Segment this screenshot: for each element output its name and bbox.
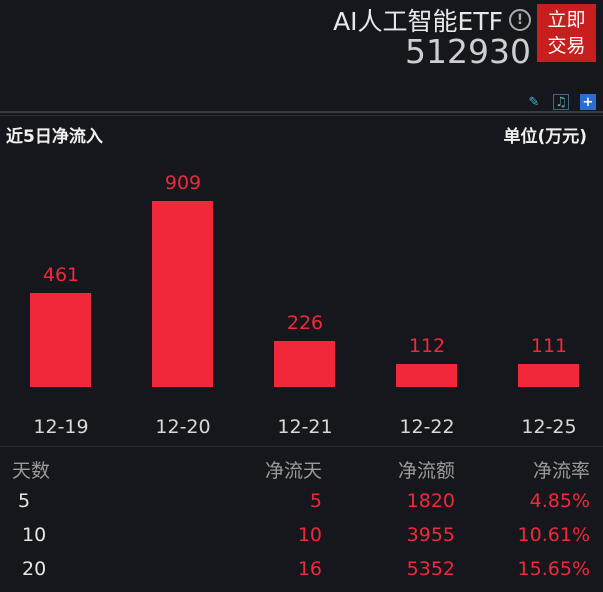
bar <box>152 201 213 387</box>
cell-net-amount: 3955 <box>406 524 455 546</box>
etf-name: AI人工智能ETF! <box>333 2 531 38</box>
table-row: 20 16 5352 15.65% <box>0 558 603 592</box>
bar <box>30 292 91 387</box>
trade-label-2: 交易 <box>547 35 586 57</box>
trade-label-1: 立即 <box>547 9 586 31</box>
header-net-days: 净流天 <box>264 460 322 482</box>
divider <box>0 111 603 113</box>
table-header: 天数 净流天 净流额 净流率 <box>0 456 603 490</box>
x-tick-label: 12-20 <box>155 416 211 438</box>
bar <box>396 364 457 387</box>
divider <box>0 115 603 116</box>
cell-net-days: 5 <box>309 490 322 512</box>
bar <box>274 340 335 387</box>
cell-net-rate: 15.65% <box>517 558 590 580</box>
cell-net-amount: 1820 <box>406 490 455 512</box>
cell-net-days: 10 <box>297 524 322 546</box>
pencil-icon[interactable]: ✎ <box>528 94 540 110</box>
bar-value-label: 226 <box>286 311 324 334</box>
cell-days: 10 <box>22 524 47 546</box>
bar-value-label: 111 <box>530 335 568 358</box>
section-title: 近5日净流入 <box>6 127 103 147</box>
plus-icon[interactable]: + <box>580 94 596 110</box>
etf-name-text: AI人工智能ETF <box>333 7 503 36</box>
header-net-amount: 净流额 <box>397 460 455 482</box>
table-row: 5 5 1820 4.85% <box>0 490 603 524</box>
info-icon[interactable]: ! <box>509 9 531 31</box>
header-net-rate: 净流率 <box>532 460 590 482</box>
x-tick-label: 12-19 <box>33 416 89 438</box>
x-tick-label: 12-21 <box>277 416 333 438</box>
x-tick-label: 12-22 <box>399 416 455 438</box>
unit-label: 单位(万元) <box>503 127 587 147</box>
divider <box>0 446 603 447</box>
cell-days: 5 <box>18 490 31 512</box>
bar-value-label: 461 <box>42 263 80 286</box>
cell-net-rate: 4.85% <box>529 490 590 512</box>
cell-net-rate: 10.61% <box>517 524 590 546</box>
x-tick-label: 12-25 <box>521 416 577 438</box>
bar <box>518 364 579 387</box>
cell-net-days: 16 <box>297 558 322 580</box>
table-row: 10 10 3955 10.61% <box>0 524 603 558</box>
cell-days: 20 <box>22 558 47 580</box>
etf-code: 512930 <box>405 32 531 71</box>
trade-now-button[interactable]: 立即 交易 <box>537 4 596 62</box>
cell-net-amount: 5352 <box>406 558 455 580</box>
bar-value-label: 112 <box>408 335 446 358</box>
bell-icon[interactable]: ♫ <box>553 94 569 110</box>
bar-value-label: 909 <box>164 172 202 194</box>
header-days: 天数 <box>12 460 51 482</box>
